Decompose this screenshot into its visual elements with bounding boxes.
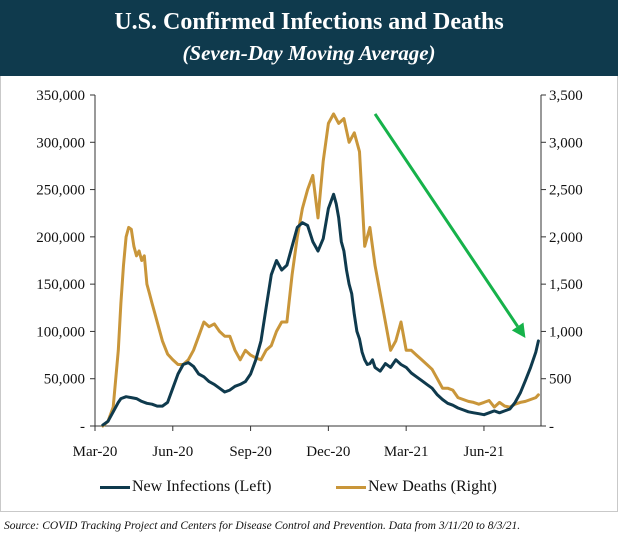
legend-item-infections: New Infections (Left) (100, 477, 272, 497)
right-y-tick-label: - (549, 419, 554, 435)
left-y-tick-label: 300,000 (36, 135, 85, 151)
left-y-tick-label: - (80, 419, 85, 435)
right-y-tick-label: 2,000 (549, 230, 583, 246)
infections-series-line (101, 192, 540, 427)
x-tick-label: Mar-20 (73, 444, 118, 460)
trend-arrow-shaft (373, 113, 519, 328)
right-y-tick-label: 500 (549, 372, 572, 388)
left-y-tick-label: 50,000 (44, 372, 85, 388)
right-y-tick-label: 2,500 (549, 183, 583, 199)
legend-label-deaths: New Deaths (Right) (368, 478, 497, 495)
right-y-tick-label: 3,000 (549, 135, 583, 151)
legend-label-infections: New Infections (Left) (132, 478, 272, 495)
left-y-tick-label: 150,000 (36, 277, 85, 293)
title-banner: U.S. Confirmed Infections and Deaths (Se… (0, 0, 618, 76)
x-tick-label: Jun-21 (464, 444, 505, 460)
x-tick-label: Sep-20 (229, 444, 272, 460)
infections-line-swatch (100, 485, 130, 489)
right-y-tick-label: 1,500 (549, 277, 583, 293)
left-y-tick-label: 200,000 (36, 230, 85, 246)
left-y-tick-label: 100,000 (36, 324, 85, 340)
x-tick-label: Mar-21 (384, 444, 429, 460)
left-y-tick-label: 250,000 (36, 183, 85, 199)
x-tick-label: Jun-20 (152, 444, 193, 460)
right-y-tick-label: 1,000 (549, 324, 583, 340)
x-tick-label: Dec-20 (306, 444, 350, 460)
line-chart: - 50,000 100,000 150,000 200,000 250,000 300,0… (36, 88, 583, 460)
legend-item-deaths: New Deaths (Right) (336, 477, 497, 497)
trend-arrow-head (511, 322, 526, 339)
source-note: Source: COVID Tracking Project and Cente… (4, 520, 521, 532)
right-y-tick-label: 3,500 (549, 88, 583, 104)
left-y-tick-label: 350,000 (36, 88, 85, 104)
chart-subtitle: (Seven-Day Moving Average) (182, 41, 436, 65)
chart-title: U.S. Confirmed Infections and Deaths (114, 9, 504, 35)
deaths-line-swatch (336, 485, 366, 489)
deaths-series-line (101, 112, 540, 428)
